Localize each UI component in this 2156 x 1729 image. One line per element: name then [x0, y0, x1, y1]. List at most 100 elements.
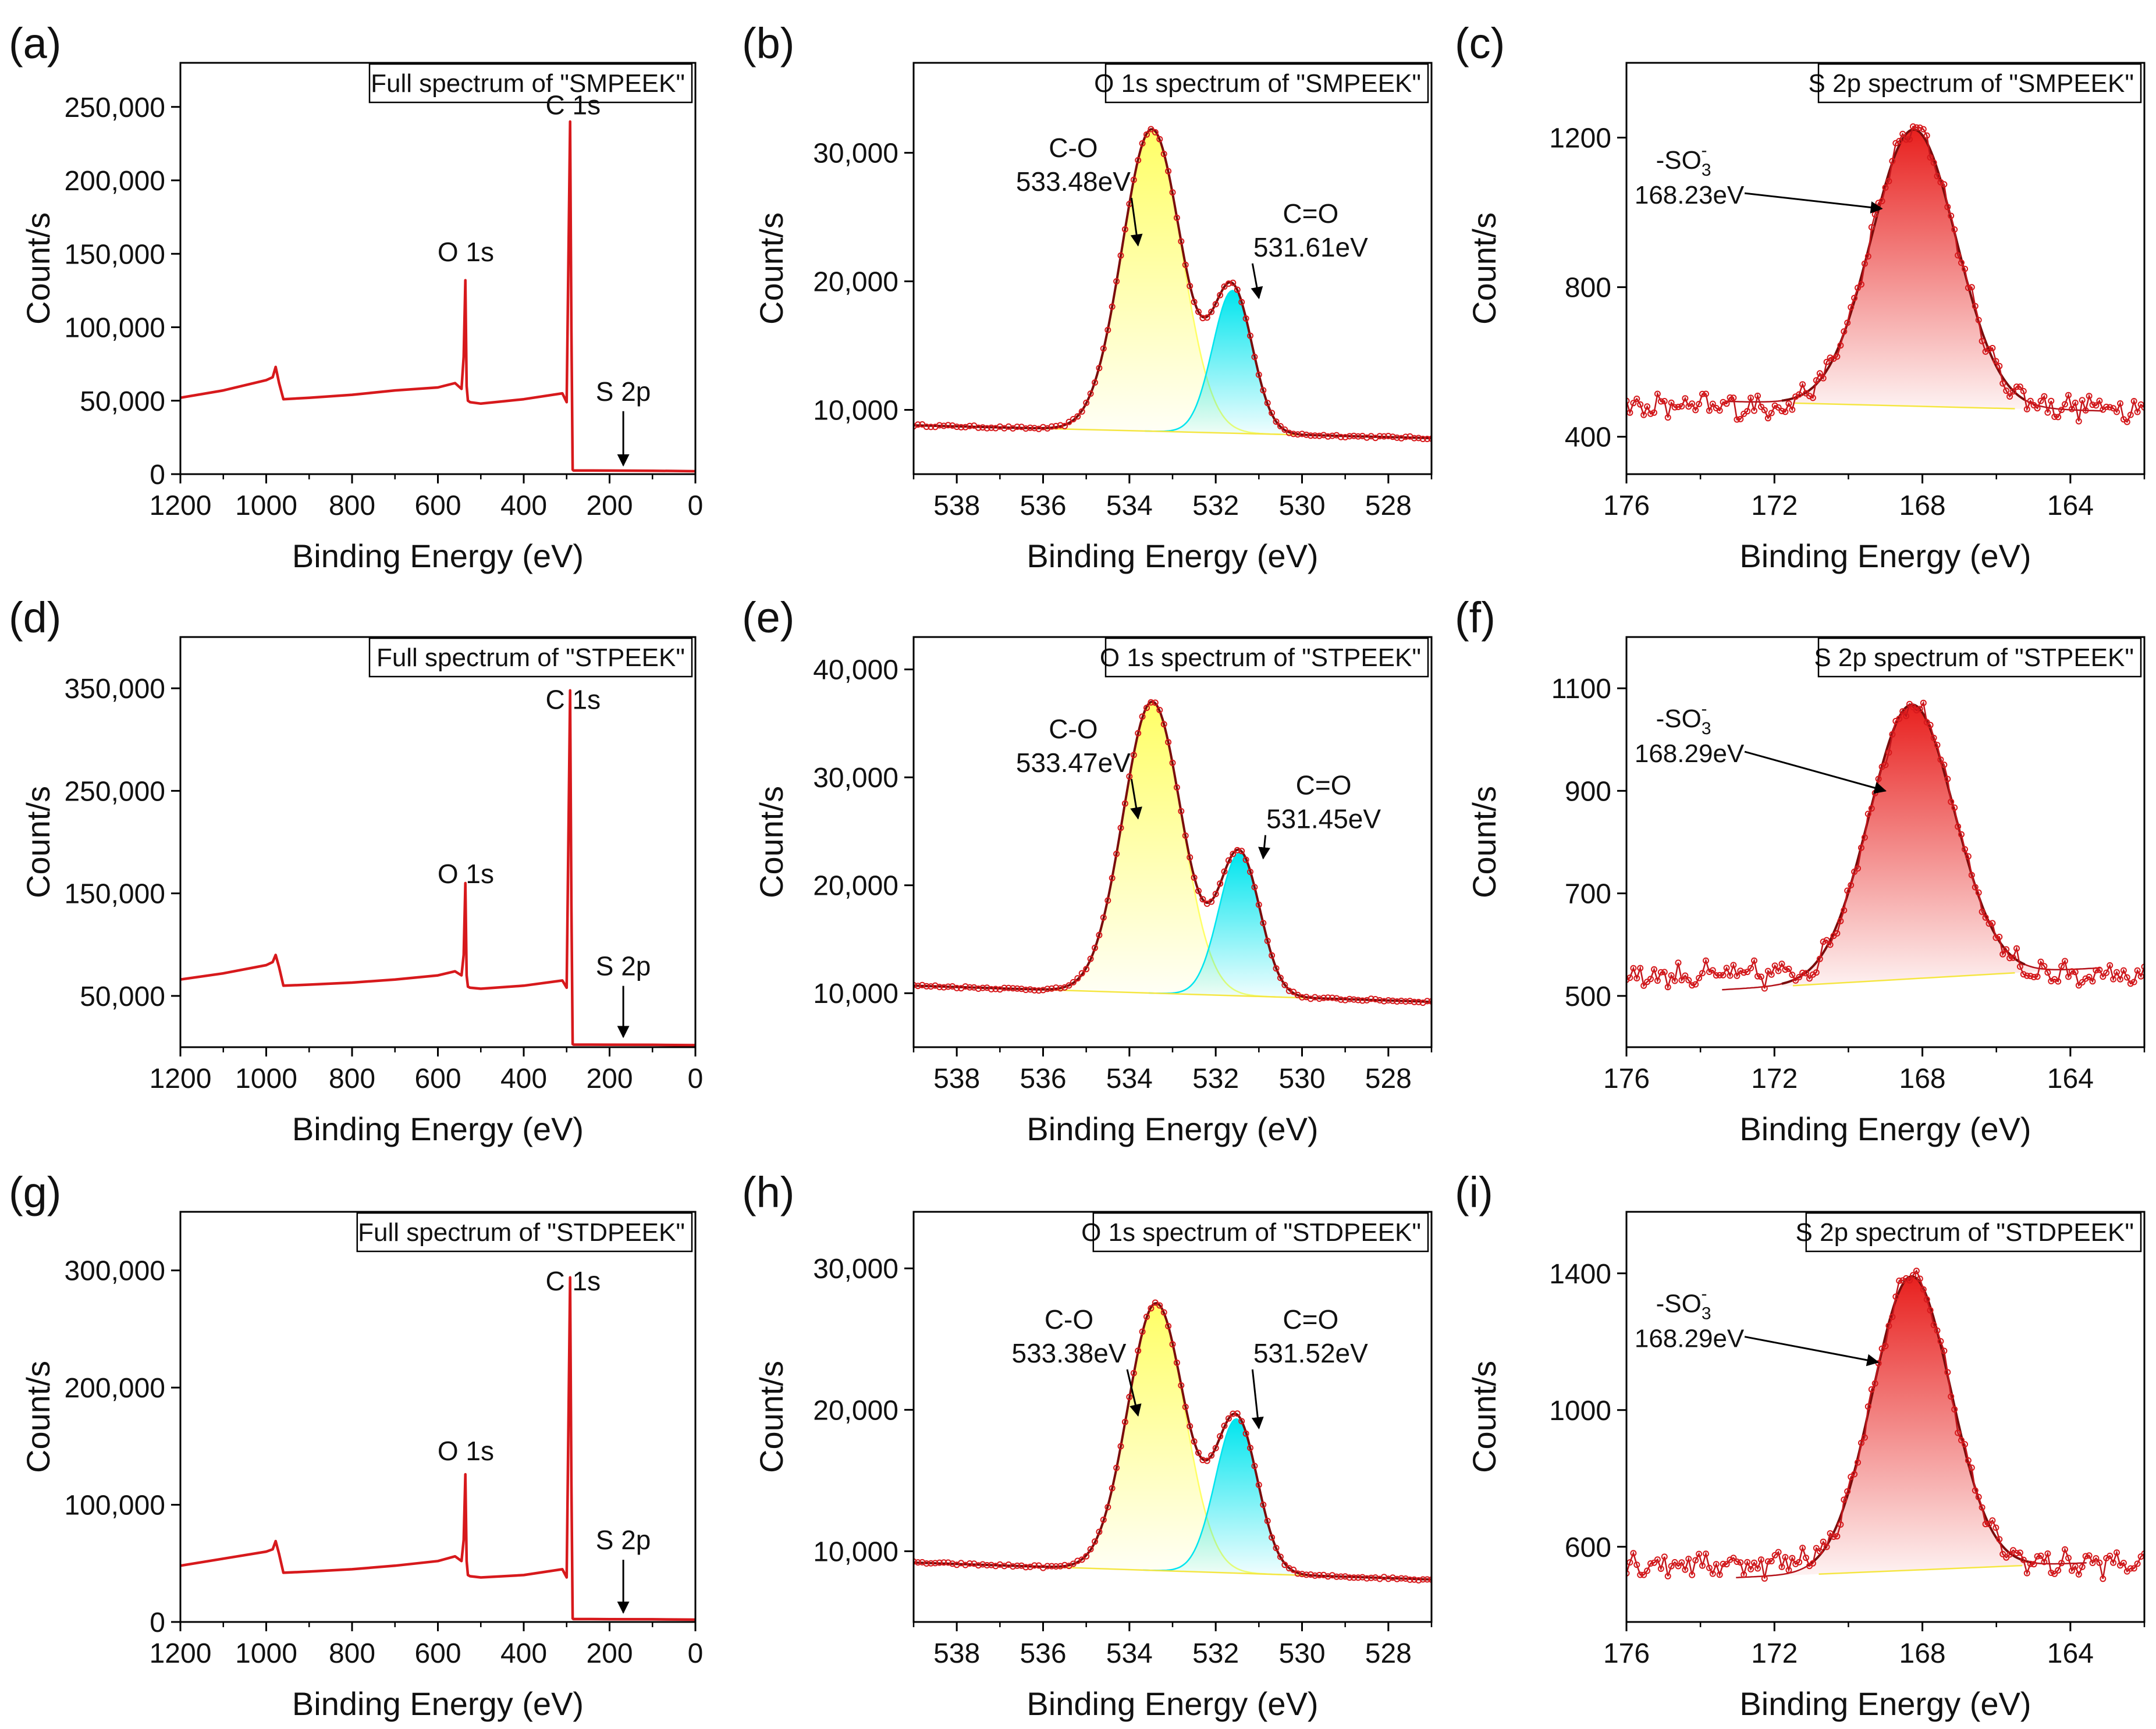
peak-fill-so3: [1722, 705, 2101, 990]
data-point: [1692, 1557, 1699, 1564]
data-point: [1316, 995, 1323, 1002]
data-point: [1678, 403, 1685, 410]
data-point: [1247, 1445, 1253, 1451]
data-point: [1143, 705, 1150, 711]
data-point: [1014, 985, 1021, 992]
data-point: [2100, 973, 2107, 980]
data-point: [1827, 1530, 1834, 1537]
y-tick-label: 250,000: [64, 776, 165, 807]
data-point: [962, 424, 969, 431]
data-point: [1775, 1549, 1782, 1556]
data-point: [1778, 960, 1785, 967]
data-point: [1255, 901, 1262, 908]
data-point: [1005, 984, 1012, 991]
data-point: [1792, 977, 1799, 984]
data-point: [1844, 1488, 1851, 1495]
data-point: [2034, 973, 2041, 980]
data-point: [1816, 370, 1823, 377]
y-tick-label: 0: [150, 1607, 165, 1638]
data-point: [1394, 434, 1401, 441]
data-point: [1637, 965, 1644, 972]
data-point: [2058, 1560, 2065, 1567]
x-tick-label: 536: [1020, 1638, 1066, 1669]
data-point: [1751, 1559, 1757, 1566]
data-point: [1182, 261, 1189, 268]
data-point: [1985, 1521, 1992, 1528]
data-point: [1989, 920, 1996, 927]
data-point: [1885, 177, 1892, 184]
data-point: [1747, 965, 1754, 972]
data-point: [1882, 184, 1889, 191]
data-point: [1965, 853, 1972, 860]
data-point: [983, 425, 990, 432]
data-point: [1768, 971, 1775, 978]
raw-data-line: [1626, 125, 2144, 424]
panel-e: (e) 538 536 534 532 530 528 10,000 20,000 30,000 4…: [742, 593, 1433, 1147]
data-point: [1199, 1457, 1206, 1464]
data-point: [1730, 1554, 1737, 1561]
data-point: [1113, 1464, 1120, 1471]
data-point: [1633, 975, 1640, 981]
data-point: [1837, 342, 1844, 349]
annotation-arrow: [1744, 192, 1883, 214]
data-point: [1402, 1575, 1409, 1582]
x-axis-label: Binding Energy (eV): [1027, 1685, 1318, 1722]
x-tick-label: 538: [933, 1063, 980, 1094]
data-point: [1992, 934, 1999, 941]
plot-frame: [1625, 1211, 2146, 1623]
data-point: [928, 424, 935, 431]
peak-label: C 1s: [546, 90, 601, 120]
data-point: [2107, 962, 2114, 969]
data-point: [1764, 967, 1771, 974]
data-point: [1355, 997, 1362, 1004]
peak-fill-co: [1148, 853, 1330, 999]
data-point: [1273, 1545, 1280, 1552]
data-point: [1768, 1558, 1775, 1564]
data-point: [1104, 897, 1111, 904]
data-point: [1703, 957, 1709, 964]
data-point: [1654, 390, 1661, 397]
data-point: [1208, 1452, 1215, 1459]
plot-area: [180, 120, 695, 473]
data-point: [1882, 1343, 1889, 1350]
data-point: [1975, 316, 1982, 323]
data-point: [1104, 326, 1111, 333]
x-tick-label: 200: [586, 1063, 633, 1094]
data-point: [1018, 986, 1025, 992]
data-point: [1972, 884, 1979, 891]
data-point: [1342, 434, 1349, 440]
data-point: [1217, 291, 1224, 298]
panel-d: (d) 1200 1000 800 600 400 200 0 50,000 150,000 250…: [9, 593, 703, 1147]
data-point: [1661, 398, 1668, 404]
panel-label: (c): [1455, 19, 1505, 67]
data-point: [1415, 998, 1422, 1005]
data-point: [1685, 977, 1692, 984]
x-tick-label: 176: [1603, 1063, 1650, 1094]
data-point: [1225, 857, 1232, 864]
data-point: [1173, 214, 1180, 221]
x-tick-label: 200: [586, 490, 633, 521]
data-point: [2023, 972, 2030, 979]
data-point: [1699, 1562, 1706, 1569]
data-point: [1199, 315, 1206, 322]
data-point: [975, 986, 982, 992]
plot-area: [1626, 699, 2144, 992]
data-point: [1277, 1553, 1284, 1560]
data-point: [1419, 1576, 1426, 1583]
data-point: [1117, 824, 1124, 831]
data-point: [2030, 1561, 2037, 1568]
data-point: [1113, 851, 1120, 858]
data-point: [1255, 1481, 1262, 1488]
data-point: [2006, 955, 2013, 962]
data-point: [1996, 934, 2003, 940]
x-tick-label: 400: [500, 490, 547, 521]
data-point: [1930, 734, 1937, 741]
data-point: [1359, 1574, 1366, 1581]
data-point: [1637, 1571, 1644, 1578]
data-point: [1851, 869, 1858, 875]
data-point: [1962, 1441, 1968, 1448]
data-point: [1022, 1564, 1029, 1571]
panel-label: (e): [742, 593, 794, 642]
data-point: [1130, 1369, 1137, 1376]
